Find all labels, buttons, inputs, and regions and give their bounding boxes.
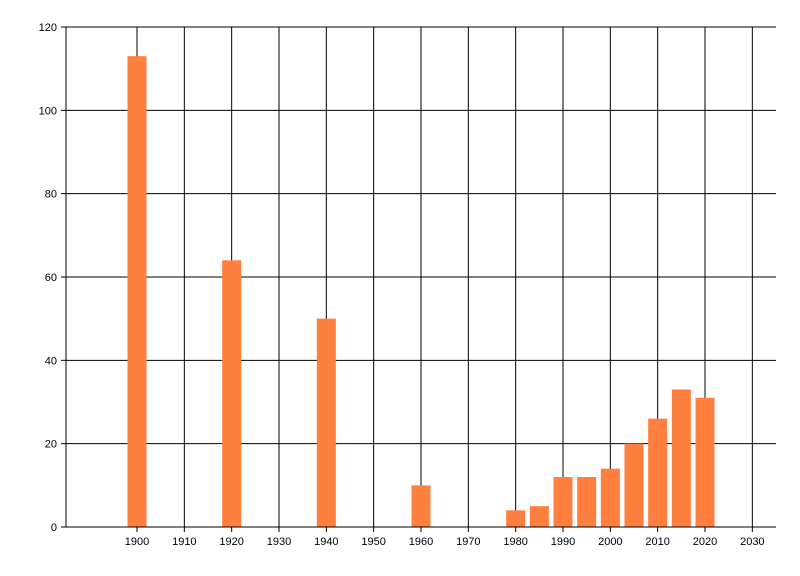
x-tick-label: 2010	[645, 536, 669, 548]
y-axis-ticks: 0 20 40 60 80 100 120	[39, 22, 66, 534]
x-tick-label: 2030	[740, 536, 764, 548]
bar-series	[127, 56, 715, 528]
x-tick-label: 1950	[361, 536, 385, 548]
y-tick-label: 0	[51, 522, 57, 534]
bar	[316, 318, 336, 527]
bar	[648, 418, 668, 527]
bar	[600, 468, 620, 527]
x-tick-label: 2000	[598, 536, 622, 548]
bar	[411, 485, 431, 527]
x-tick-label: 1940	[314, 536, 338, 548]
bar	[529, 506, 549, 527]
bar	[695, 397, 715, 527]
y-tick-label: 60	[45, 272, 57, 284]
x-tick-label: 2020	[693, 536, 717, 548]
y-tick-label: 120	[39, 22, 57, 34]
x-tick-label: 1900	[125, 536, 149, 548]
x-tick-label: 1920	[219, 536, 243, 548]
x-tick-label: 1910	[172, 536, 196, 548]
bar	[222, 260, 242, 527]
x-tick-label: 1990	[551, 536, 575, 548]
x-tick-label: 1960	[409, 536, 433, 548]
grid-lines	[66, 26, 776, 528]
y-tick-label: 100	[39, 105, 57, 117]
bar	[506, 510, 526, 527]
x-axis-ticks: 1900 1910 1920 1930 1940 1950 1960 1970 1980 1990…	[125, 527, 765, 548]
x-tick-label: 1970	[456, 536, 480, 548]
x-tick-label: 1980	[503, 536, 527, 548]
bar	[671, 389, 691, 527]
y-tick-label: 20	[45, 439, 57, 451]
x-tick-label: 1930	[267, 536, 291, 548]
bar	[553, 477, 573, 527]
y-tick-label: 40	[45, 355, 57, 367]
y-tick-label: 80	[45, 189, 57, 201]
bar	[577, 477, 597, 527]
bar	[624, 443, 644, 527]
bar	[127, 56, 147, 528]
